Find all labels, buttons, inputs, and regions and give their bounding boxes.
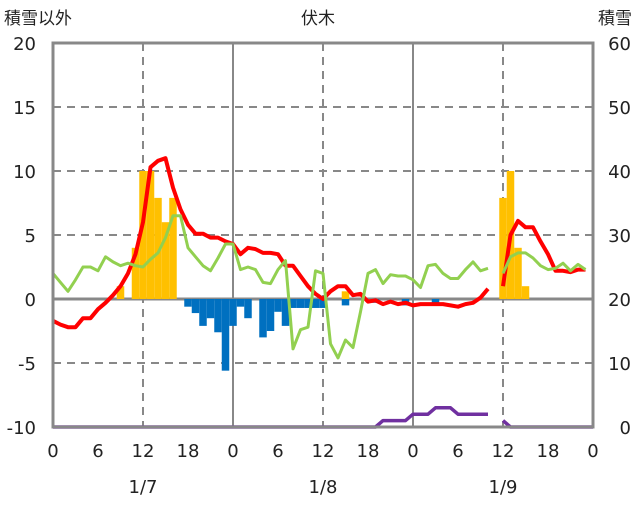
date-label: 1/9 (489, 477, 518, 498)
left-axis-title: 積雪以外 (4, 9, 72, 29)
right-tick-label: 30 (608, 226, 631, 247)
other-line (51, 214, 489, 360)
snow_depth-line (53, 406, 488, 429)
precip_negative-bar (229, 299, 237, 326)
precip_positive-bar (139, 171, 147, 299)
left-tick-label: 5 (25, 226, 36, 247)
x-tick-label: 12 (492, 441, 515, 462)
precip_negative-bar (281, 299, 290, 326)
x-tick-label: 6 (452, 441, 463, 462)
left-tick-label: 20 (13, 34, 36, 55)
precip_positive-bar (169, 197, 177, 299)
left-tick-label: 15 (13, 98, 36, 119)
precip_positive-bar (161, 222, 170, 299)
precip_negative-bar (221, 299, 230, 371)
precip_negative-bar (191, 299, 200, 314)
plot-frame (51, 41, 595, 429)
precip_positive-bar (341, 291, 350, 299)
precip_negative-bar (431, 299, 440, 303)
x-tick-label: 0 (47, 441, 58, 462)
right-tick-label: 0 (620, 418, 631, 439)
x-tick-label: 18 (357, 441, 380, 462)
precip_positive-bar (146, 171, 155, 299)
date-label: 1/7 (129, 477, 158, 498)
precip_negative-bar (274, 299, 282, 312)
precip_positive-bar (499, 197, 507, 299)
right-tick-label: 10 (608, 354, 631, 375)
right-tick-label: 50 (608, 98, 631, 119)
left-tick-label: -5 (18, 354, 36, 375)
precip_negative-bar (319, 299, 327, 308)
precip_negative-bar (184, 299, 192, 307)
precip_negative-bar (304, 299, 312, 308)
precip_negative-bar (296, 299, 305, 308)
x-tick-label: 18 (177, 441, 200, 462)
right-tick-label: 60 (608, 34, 631, 55)
precip_negative-bar (266, 299, 275, 331)
date-label: 1/8 (309, 477, 338, 498)
precip_positive-bar (116, 286, 125, 299)
x-tick-label: 0 (407, 441, 418, 462)
precip_negative-bar (206, 299, 215, 319)
left-tick-label: -10 (7, 418, 36, 439)
left-tick-label: 0 (25, 290, 36, 311)
chart-title: 伏木 (301, 9, 335, 29)
precip_negative-bar (244, 299, 252, 319)
precip_positive-bar (521, 286, 530, 299)
x-tick-label: 6 (92, 441, 103, 462)
precip_negative-bar (259, 299, 267, 338)
x-tick-label: 12 (312, 441, 335, 462)
precip_negative-bar (236, 299, 245, 307)
other-line (501, 251, 587, 275)
x-tick-label: 18 (537, 441, 560, 462)
precip_negative-bar (341, 299, 350, 306)
precip_negative-bar (199, 299, 207, 326)
temperature-line (52, 156, 490, 330)
x-tick-label: 0 (227, 441, 238, 462)
left-tick-label: 10 (13, 162, 36, 183)
x-tick-label: 12 (132, 441, 155, 462)
right-tick-label: 40 (608, 162, 631, 183)
precip_negative-bar (311, 299, 320, 308)
precip_positive-bar (154, 197, 162, 299)
precip_positive-bar (131, 247, 140, 299)
right-axis-title: 積雪 (598, 9, 632, 29)
x-tick-label: 0 (587, 441, 598, 462)
precip_negative-bar (289, 299, 297, 308)
right-tick-label: 20 (608, 290, 631, 311)
precip_negative-bar (214, 299, 222, 333)
x-tick-label: 6 (272, 441, 283, 462)
precip_positive-bar (514, 247, 522, 299)
